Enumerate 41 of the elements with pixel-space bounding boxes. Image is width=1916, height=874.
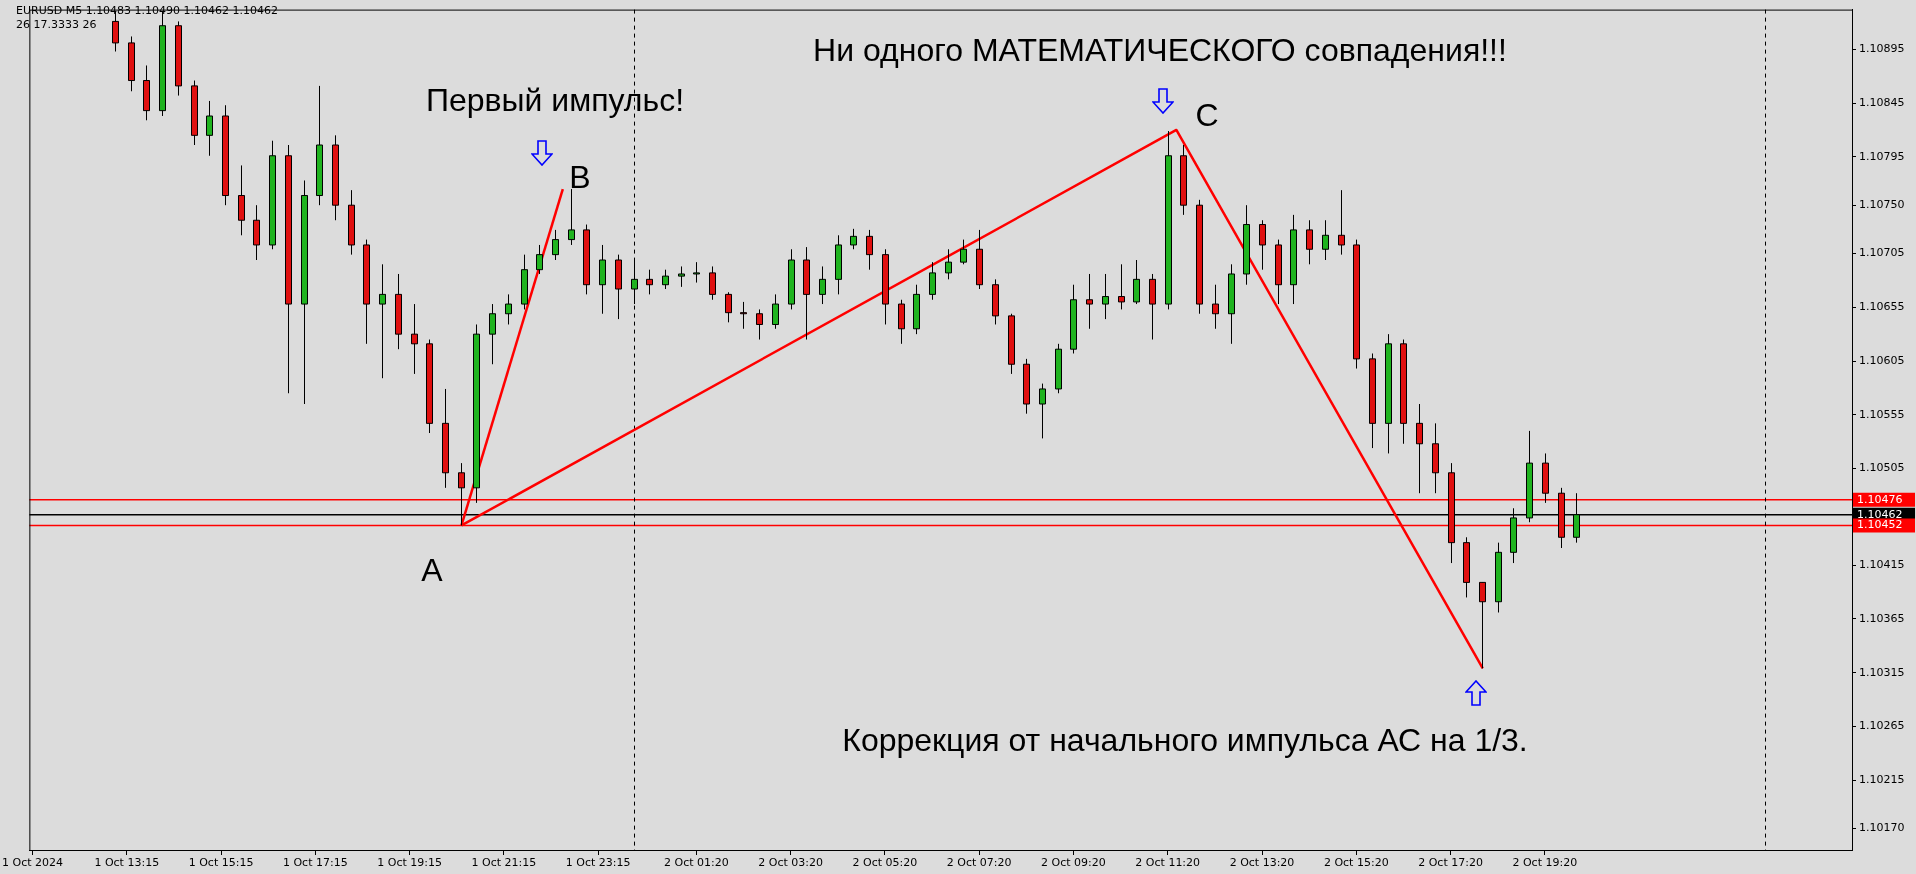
y-tick-label: 1.10505: [1859, 461, 1905, 475]
x-tick-label: 1 Oct 23:15: [565, 856, 631, 870]
y-tick-label: 1.10845: [1859, 95, 1905, 109]
x-tick-label: 2 Oct 05:20: [852, 856, 918, 870]
annotation: Ни одного МАТЕМАТИЧЕСКОГО совпадения!!!: [813, 31, 1507, 69]
y-tick-label: 1.10605: [1859, 353, 1905, 367]
ref-line-label: 1.10452: [1857, 518, 1903, 532]
y-tick-label: 1.10705: [1859, 246, 1905, 260]
y-tick-label: 1.10895: [1859, 42, 1905, 56]
ref-line-label: 1.10462: [1857, 507, 1903, 521]
x-tick-label: 2 Oct 13:20: [1229, 856, 1295, 870]
annotation: C: [1195, 96, 1219, 134]
x-tick-label: 1 Oct 19:15: [377, 856, 442, 870]
y-tick-label: 1.10655: [1859, 300, 1905, 314]
y-tick-label: 1.10365: [1859, 611, 1905, 625]
x-tick-label: 2 Oct 01:20: [664, 856, 729, 870]
annotation: B: [569, 158, 591, 196]
annotation: Коррекция от начального импульса АС на 1/3.: [842, 721, 1528, 759]
y-tick-label: 1.10315: [1859, 665, 1905, 679]
x-tick-label: 1 Oct 15:15: [188, 856, 254, 870]
y-tick-label: 1.10215: [1859, 773, 1905, 787]
x-tick-label: 2 Oct 03:20: [758, 856, 823, 870]
annotation: A: [421, 551, 443, 589]
x-tick-label: 1 Oct 2024: [2, 856, 64, 870]
y-tick-label: 1.10555: [1859, 407, 1905, 421]
x-tick-label: 2 Oct 11:20: [1135, 856, 1201, 870]
annotation: Первый импульс!: [425, 81, 685, 119]
x-tick-label: 1 Oct 21:15: [471, 856, 537, 870]
x-tick-label: 2 Oct 07:20: [946, 856, 1012, 870]
y-tick-label: 1.10170: [1859, 821, 1905, 835]
x-tick-label: 1 Oct 13:15: [94, 856, 160, 870]
x-tick-label: 2 Oct 19:20: [1512, 856, 1578, 870]
ref-line-label: 1.10476: [1857, 492, 1903, 506]
y-tick-label: 1.10415: [1859, 558, 1905, 572]
y-tick-label: 1.10265: [1859, 719, 1905, 733]
y-tick-label: 1.10795: [1859, 149, 1905, 163]
x-tick-label: 2 Oct 17:20: [1418, 856, 1483, 870]
y-tick-label: 1.10750: [1859, 198, 1905, 212]
x-tick-label: 2 Oct 15:20: [1323, 856, 1389, 870]
x-tick-label: 2 Oct 09:20: [1041, 856, 1106, 870]
x-tick-label: 1 Oct 17:15: [282, 856, 348, 870]
